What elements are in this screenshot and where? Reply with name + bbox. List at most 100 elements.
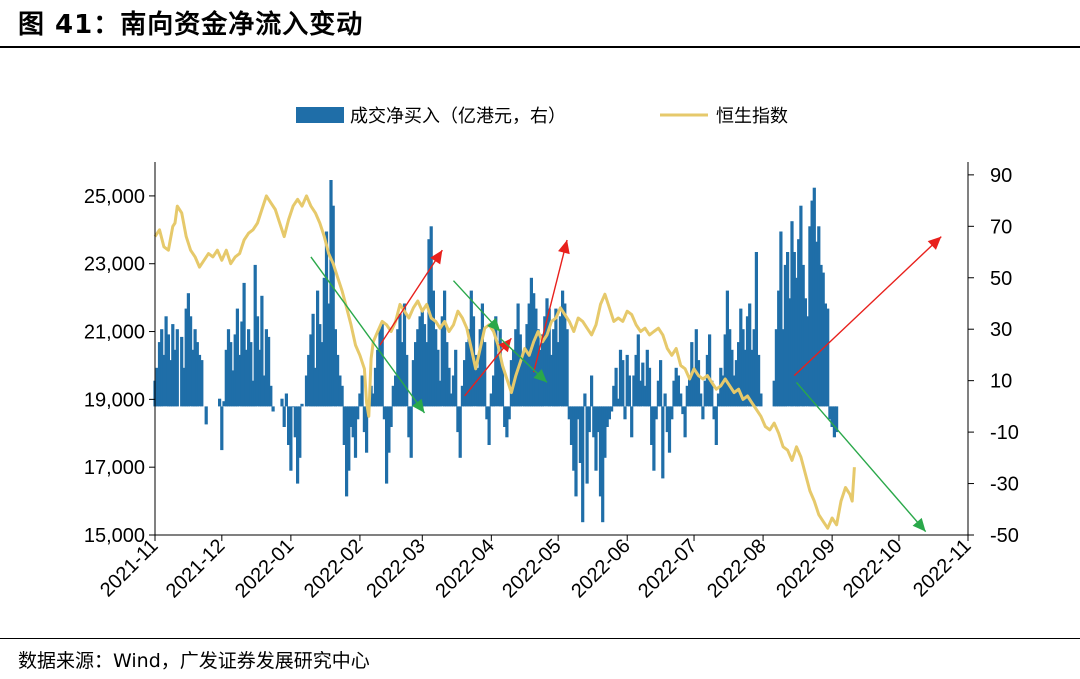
bar <box>282 406 286 427</box>
green-arrow <box>795 381 927 533</box>
bar <box>396 329 400 407</box>
bar <box>320 342 324 407</box>
arrow-shaft <box>310 256 426 414</box>
bar <box>222 401 226 407</box>
bar <box>160 329 164 407</box>
bar <box>304 375 309 407</box>
bar <box>200 360 204 407</box>
bar <box>774 329 778 407</box>
x-tick-label: 2021-12 <box>162 535 229 602</box>
bar <box>598 406 603 497</box>
bar <box>258 349 262 407</box>
y-right-tick-label: 30 <box>990 319 1012 341</box>
trend-arrows <box>310 236 942 533</box>
bar <box>585 406 589 484</box>
bar <box>460 385 464 407</box>
bar <box>467 329 471 407</box>
bar <box>498 329 502 407</box>
bar <box>814 241 819 407</box>
bar <box>287 406 291 445</box>
bar <box>618 349 623 407</box>
bar <box>189 316 193 407</box>
arrow-shaft <box>379 249 443 346</box>
bar <box>681 406 685 415</box>
bar <box>451 375 456 407</box>
y-right-tick-label: 90 <box>990 165 1012 187</box>
bar <box>327 303 331 407</box>
bar <box>730 349 734 407</box>
bar <box>547 308 551 407</box>
bar <box>280 398 284 407</box>
bar <box>565 329 569 407</box>
bar <box>365 406 369 453</box>
bar <box>759 393 763 407</box>
bar <box>505 406 509 438</box>
bar <box>155 367 159 407</box>
bar <box>494 316 498 407</box>
bar <box>590 375 594 407</box>
bar <box>654 406 658 420</box>
bar <box>264 329 268 407</box>
bar <box>169 360 173 407</box>
bar <box>229 342 233 407</box>
bar <box>356 406 360 420</box>
bar <box>721 375 725 407</box>
arrow-head <box>912 517 926 532</box>
bar <box>830 406 834 427</box>
bar <box>224 349 228 407</box>
bar <box>338 375 342 407</box>
bar <box>592 406 596 438</box>
bar <box>378 329 382 407</box>
bar <box>322 277 326 407</box>
bar <box>777 290 781 407</box>
bar <box>627 375 631 407</box>
bar <box>400 342 404 407</box>
bar <box>474 354 478 407</box>
arrow-head <box>558 239 570 255</box>
bar <box>329 180 333 407</box>
bar <box>656 380 660 407</box>
bar <box>659 360 663 407</box>
bar <box>345 406 349 497</box>
x-tick-label: 2022-06 <box>567 535 634 602</box>
bar <box>734 360 738 407</box>
bar <box>643 385 647 407</box>
x-tick-label: 2022-11 <box>909 535 975 601</box>
bar <box>541 334 545 407</box>
bar <box>583 393 587 407</box>
bar <box>173 349 177 407</box>
bar <box>416 329 420 407</box>
arrow-head <box>430 250 443 265</box>
x-tick-label: 2022-03 <box>362 535 429 602</box>
bar <box>661 406 665 479</box>
bar <box>293 406 297 438</box>
bar <box>741 329 745 407</box>
red-arrow <box>464 337 512 397</box>
bar <box>601 406 605 523</box>
y-right-tick-label: -50 <box>990 525 1019 547</box>
bar <box>790 221 794 407</box>
bar <box>233 334 237 407</box>
bar <box>703 380 707 407</box>
bar <box>447 367 451 407</box>
bar <box>166 334 170 407</box>
x-tick-label: 2022-05 <box>498 535 565 602</box>
bar <box>485 406 489 420</box>
bar <box>674 367 678 407</box>
bar <box>786 252 790 407</box>
bar <box>251 380 255 407</box>
bar <box>333 329 337 407</box>
bar <box>398 313 402 407</box>
bar <box>692 367 696 407</box>
bar <box>220 406 224 451</box>
bar <box>376 349 380 407</box>
bar <box>645 349 649 407</box>
bar <box>612 385 616 407</box>
bar <box>434 329 438 407</box>
title-rule <box>0 46 1080 48</box>
arrow-head <box>498 338 512 353</box>
bar <box>525 324 529 407</box>
bar <box>576 406 580 420</box>
legend-bar-swatch <box>296 107 344 123</box>
bar <box>204 406 208 425</box>
